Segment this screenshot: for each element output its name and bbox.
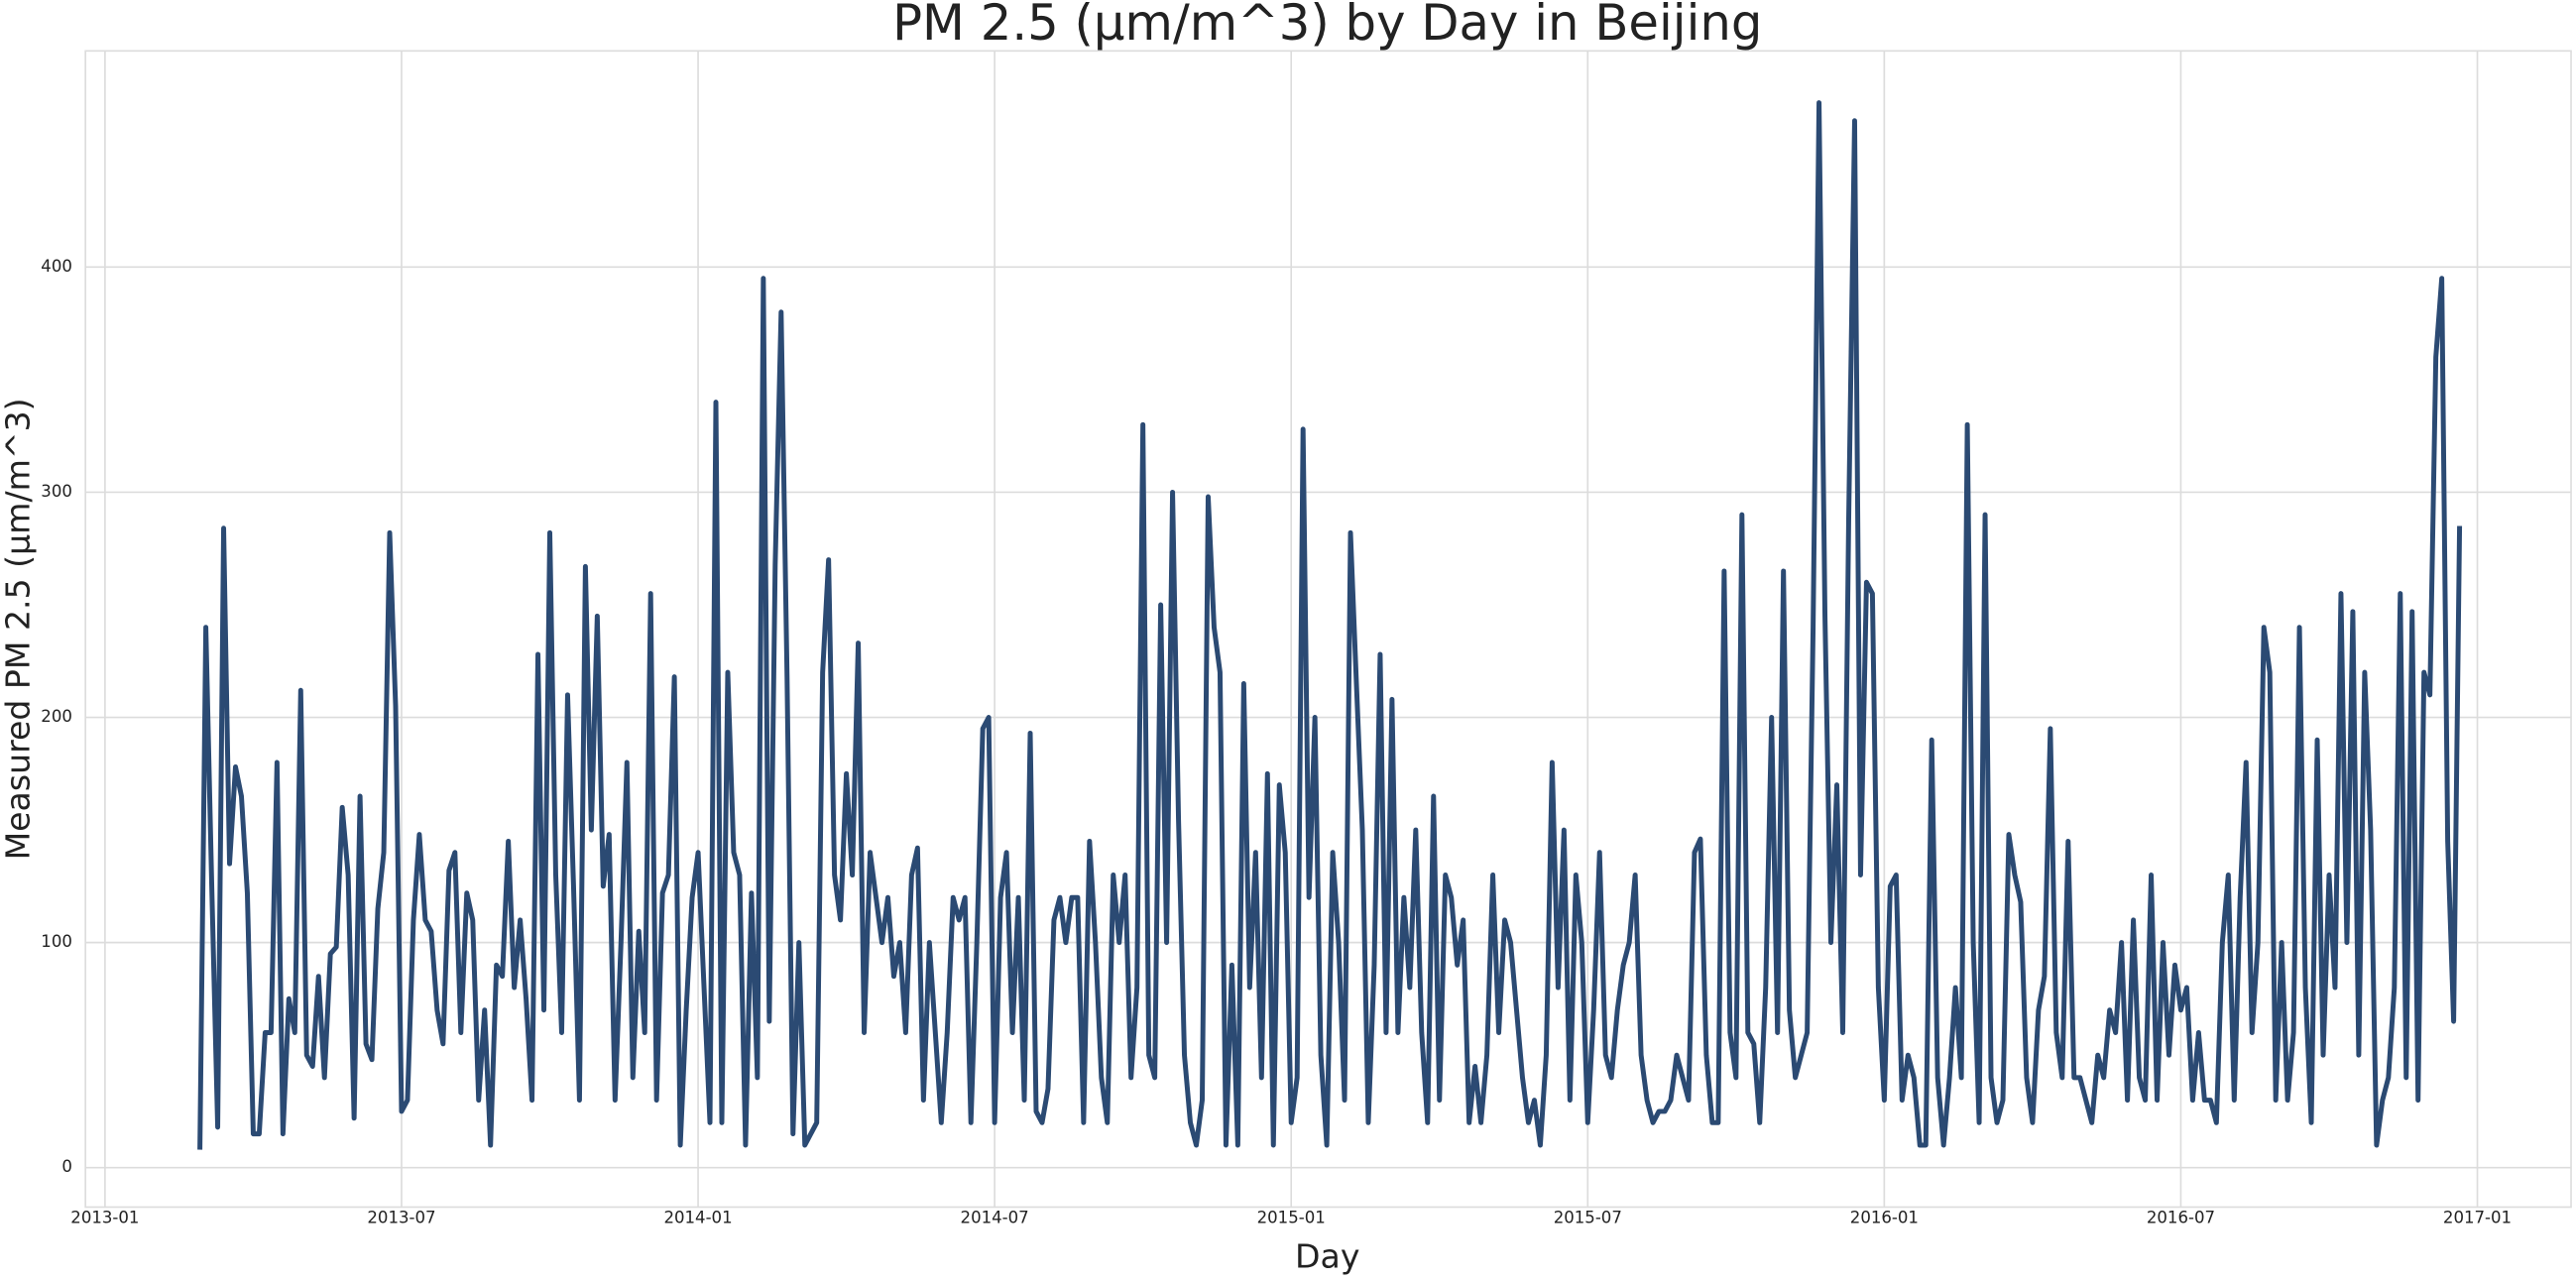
- chart-title: PM 2.5 (μm/m^3) by Day in Beijing: [892, 0, 1762, 52]
- x-tick-label: 2016-01: [1850, 1209, 1919, 1227]
- y-tick-label: 0: [61, 1157, 72, 1176]
- data-line: [197, 100, 2463, 1150]
- y-tick-label: 100: [41, 932, 72, 951]
- y-tick-label: 200: [41, 707, 72, 726]
- y-tick-label: 400: [41, 257, 72, 276]
- y-axis-label: Measured PM 2.5 (μm/m^3): [0, 398, 37, 860]
- y-tick-label: 300: [41, 482, 72, 501]
- x-tick-label: 2014-07: [961, 1209, 1029, 1227]
- x-axis-label: Day: [1295, 1236, 1359, 1275]
- x-tick-label: 2016-07: [2147, 1209, 2215, 1227]
- x-tick-label: 2013-01: [70, 1209, 139, 1227]
- x-tick-label: 2014-01: [663, 1209, 732, 1227]
- x-tick-label: 2013-07: [367, 1209, 435, 1227]
- x-tick-label: 2015-07: [1554, 1209, 1622, 1227]
- x-tick-label: 2017-01: [2443, 1209, 2512, 1227]
- x-tick-label: 2015-01: [1257, 1209, 1326, 1227]
